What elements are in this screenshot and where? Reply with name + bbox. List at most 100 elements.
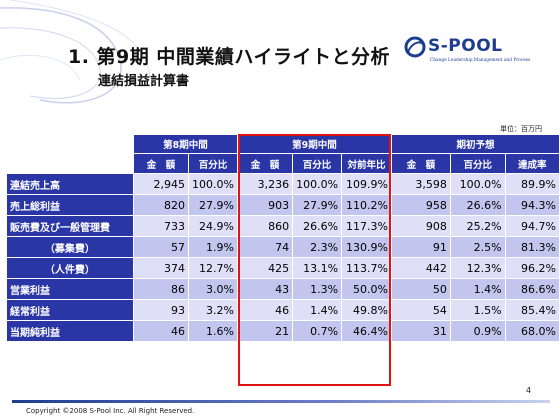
page-number: 4: [526, 386, 532, 395]
row-label: 当期純利益: [6, 320, 134, 342]
cell: 130.9%: [341, 236, 392, 258]
cell: 91: [390, 236, 451, 258]
cell: 860: [236, 215, 294, 237]
cell: 96.2%: [504, 257, 560, 279]
unit-label: 単位：百万円: [500, 125, 542, 133]
cell: 3,236: [236, 173, 294, 195]
cell: 100.0%: [187, 173, 238, 195]
page-subtitle: 連結損益計算書: [98, 74, 190, 89]
cell: 50.0%: [341, 278, 392, 300]
cell: 0.7%: [292, 320, 343, 342]
cell: 425: [236, 257, 294, 279]
cell: 21: [236, 320, 294, 342]
copyright-text: Copyright ©2008 S-Pool Inc. All Right Re…: [26, 407, 195, 415]
cell: 46.4%: [341, 320, 392, 342]
cell: 442: [390, 257, 451, 279]
cell: 54: [390, 299, 451, 321]
cell: 903: [236, 194, 294, 216]
table-row: 連結売上高 2,945 100.0% 3,236 100.0% 109.9% 3…: [6, 173, 560, 195]
cell: 85.4%: [504, 299, 560, 321]
table-corner: [6, 153, 134, 174]
page-title: 1. 第9期 中間業績ハイライトと分析: [68, 46, 391, 68]
cell: 908: [390, 215, 451, 237]
cell: 43: [236, 278, 294, 300]
cell: 26.6%: [449, 194, 506, 216]
cell: 958: [390, 194, 451, 216]
cell: 1.6%: [187, 320, 238, 342]
table-corner: [6, 134, 134, 154]
table-row: 経常利益 93 3.2% 46 1.4% 49.8% 54 1.5% 85.4%: [6, 299, 560, 321]
row-label: （募集費）: [6, 236, 134, 258]
table-column-header: 金 額 百分比 金 額 百分比 対前年比 金 額 百分比 達成率: [6, 153, 560, 174]
group-header: 期初予想: [390, 134, 560, 154]
cell: 1.4%: [449, 278, 506, 300]
cell: 109.9%: [341, 173, 392, 195]
cell: 3.2%: [187, 299, 238, 321]
column-header: 百分比: [449, 153, 506, 174]
income-statement-table: 第8期中間 第9期中間 期初予想 金 額 百分比 金 額 百分比 対前年比 金 …: [6, 134, 560, 342]
cell: 27.9%: [292, 194, 343, 216]
cell: 93: [132, 299, 189, 321]
row-label: 経常利益: [6, 299, 134, 321]
cell: 820: [132, 194, 189, 216]
column-header: 百分比: [292, 153, 343, 174]
column-header: 金 額: [390, 153, 451, 174]
row-label: （人件費）: [6, 257, 134, 279]
cell: 46: [236, 299, 294, 321]
row-label: 営業利益: [6, 278, 134, 300]
cell: 25.2%: [449, 215, 506, 237]
cell: 31: [390, 320, 451, 342]
cell: 100.0%: [292, 173, 343, 195]
table-row: 当期純利益 46 1.6% 21 0.7% 46.4% 31 0.9% 68.0…: [6, 320, 560, 342]
cell: 3.0%: [187, 278, 238, 300]
table-row: 営業利益 86 3.0% 43 1.3% 50.0% 50 1.4% 86.6%: [6, 278, 560, 300]
column-header: 金 額: [132, 153, 189, 174]
group-header: 第9期中間: [236, 134, 392, 154]
cell: 1.5%: [449, 299, 506, 321]
cell: 46: [132, 320, 189, 342]
table-group-header: 第8期中間 第9期中間 期初予想: [6, 134, 560, 154]
cell: 94.3%: [504, 194, 560, 216]
cell: 94.7%: [504, 215, 560, 237]
column-header: 金 額: [236, 153, 294, 174]
logo-tagline: Change Leadership,Management and Process: [430, 58, 531, 63]
group-header: 第8期中間: [132, 134, 238, 154]
cell: 1.3%: [292, 278, 343, 300]
cell: 12.3%: [449, 257, 506, 279]
cell: 12.7%: [187, 257, 238, 279]
cell: 49.8%: [341, 299, 392, 321]
cell: 3,598: [390, 173, 451, 195]
footer-divider: [12, 400, 550, 403]
cell: 374: [132, 257, 189, 279]
row-label: 売上総利益: [6, 194, 134, 216]
cell: 81.3%: [504, 236, 560, 258]
cell: 13.1%: [292, 257, 343, 279]
column-header: 百分比: [187, 153, 238, 174]
cell: 89.9%: [504, 173, 560, 195]
cell: 113.7%: [341, 257, 392, 279]
cell: 2.3%: [292, 236, 343, 258]
cell: 74: [236, 236, 294, 258]
table-row: 売上総利益 820 27.9% 903 27.9% 110.2% 958 26.…: [6, 194, 560, 216]
logo-mark-icon: [404, 36, 426, 58]
cell: 100.0%: [449, 173, 506, 195]
cell: 2.5%: [449, 236, 506, 258]
cell: 24.9%: [187, 215, 238, 237]
cell: 1.9%: [187, 236, 238, 258]
cell: 1.4%: [292, 299, 343, 321]
column-header: 対前年比: [341, 153, 392, 174]
table-row: （募集費） 57 1.9% 74 2.3% 130.9% 91 2.5% 81.…: [6, 236, 560, 258]
cell: 86.6%: [504, 278, 560, 300]
cell: 110.2%: [341, 194, 392, 216]
logo-name: S-POOL: [428, 36, 503, 56]
cell: 50: [390, 278, 451, 300]
cell: 117.3%: [341, 215, 392, 237]
company-logo: S-POOL Change Leadership,Management and …: [404, 36, 544, 66]
cell: 2,945: [132, 173, 189, 195]
row-label: 販売費及び一般管理費: [6, 215, 134, 237]
cell: 68.0%: [504, 320, 560, 342]
cell: 57: [132, 236, 189, 258]
cell: 26.6%: [292, 215, 343, 237]
cell: 27.9%: [187, 194, 238, 216]
